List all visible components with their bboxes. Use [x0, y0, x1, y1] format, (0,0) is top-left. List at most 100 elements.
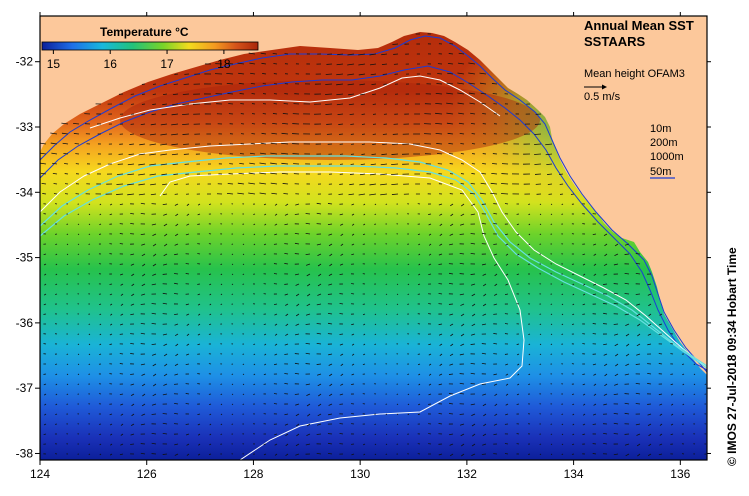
current-vector	[363, 453, 366, 456]
current-vector	[504, 323, 509, 325]
current-vector	[209, 293, 212, 296]
current-vector	[209, 323, 212, 326]
current-vector	[603, 263, 608, 267]
current-vector	[539, 333, 542, 336]
current-vector	[197, 453, 201, 456]
current-vector	[670, 433, 674, 436]
current-vector	[336, 63, 344, 66]
current-vector	[88, 343, 91, 346]
current-vector	[593, 243, 597, 246]
current-vector	[439, 243, 443, 246]
current-vector	[450, 343, 454, 347]
current-vector	[418, 253, 421, 256]
current-vector	[482, 393, 487, 396]
current-vector	[614, 343, 619, 347]
current-vector	[428, 373, 432, 376]
current-vector	[242, 373, 245, 376]
current-vector	[163, 373, 168, 377]
current-vector	[264, 213, 267, 216]
current-vector	[348, 193, 355, 196]
current-vector	[130, 263, 135, 266]
current-vector	[99, 203, 102, 206]
current-vector	[479, 192, 487, 195]
current-vector	[295, 323, 300, 326]
current-vector	[359, 173, 366, 176]
current-vector	[171, 133, 179, 136]
current-vector	[253, 223, 256, 226]
current-vector	[208, 203, 212, 205]
current-vector	[539, 203, 542, 206]
current-vector	[161, 113, 168, 116]
current-vector	[62, 142, 69, 145]
current-vector	[460, 333, 465, 337]
current-vector	[659, 413, 663, 416]
current-vector	[439, 223, 443, 226]
current-vector	[197, 423, 201, 426]
current-vector	[274, 353, 278, 356]
current-vector	[249, 152, 256, 155]
current-vector	[209, 433, 212, 436]
current-vector	[141, 283, 146, 287]
current-vector	[307, 413, 311, 417]
current-vector	[339, 263, 344, 266]
current-vector	[237, 62, 245, 65]
current-vector	[539, 353, 542, 356]
current-vector	[592, 413, 597, 416]
current-vector	[517, 383, 520, 386]
current-vector	[550, 443, 553, 446]
current-vector	[110, 443, 113, 446]
current-vector	[458, 122, 465, 125]
current-vector	[546, 163, 553, 166]
colorbar-tick-label: 18	[217, 57, 231, 71]
isobath-1000m-second-line	[40, 165, 707, 369]
current-vector	[351, 323, 355, 326]
current-vector	[281, 172, 289, 175]
current-vector	[220, 423, 223, 426]
current-vector	[647, 283, 652, 286]
current-vector	[648, 443, 652, 447]
current-vector	[572, 403, 575, 406]
current-vector	[140, 452, 146, 455]
current-vector	[459, 423, 465, 426]
current-vector	[449, 353, 454, 357]
current-vector	[274, 233, 278, 236]
current-vector	[340, 383, 344, 386]
current-vector	[209, 283, 212, 286]
current-vector	[362, 433, 366, 435]
current-vector	[99, 453, 102, 456]
current-vector	[163, 353, 168, 357]
current-vector	[164, 233, 168, 237]
colorbar-tick-label: 15	[47, 57, 61, 71]
current-vector	[604, 373, 608, 377]
current-vector	[494, 393, 498, 397]
current-vector	[613, 413, 619, 415]
current-vector	[119, 453, 124, 456]
current-vector	[130, 303, 135, 306]
current-vector	[559, 173, 564, 175]
current-vector	[274, 203, 278, 206]
current-vector	[285, 453, 289, 457]
current-vector	[209, 303, 212, 306]
current-vector	[109, 293, 113, 296]
current-vector	[163, 253, 168, 257]
current-vector	[185, 363, 190, 366]
current-vector	[470, 252, 476, 255]
current-vector	[693, 393, 696, 396]
warm-core	[120, 80, 540, 160]
current-vector	[272, 53, 278, 55]
current-vector	[99, 333, 102, 336]
current-vector	[603, 393, 608, 396]
current-vector	[66, 383, 69, 386]
current-vector	[490, 192, 498, 195]
current-vector	[505, 363, 509, 366]
current-vector	[493, 383, 498, 386]
current-vector	[175, 353, 179, 357]
current-vector	[417, 413, 421, 415]
current-vector	[261, 132, 267, 135]
current-vector	[295, 293, 300, 297]
vector-scale: 0.5 m/s	[584, 91, 621, 103]
current-vector	[625, 323, 630, 326]
current-vector	[624, 243, 630, 246]
current-vector	[55, 363, 58, 365]
current-vector	[369, 193, 377, 196]
